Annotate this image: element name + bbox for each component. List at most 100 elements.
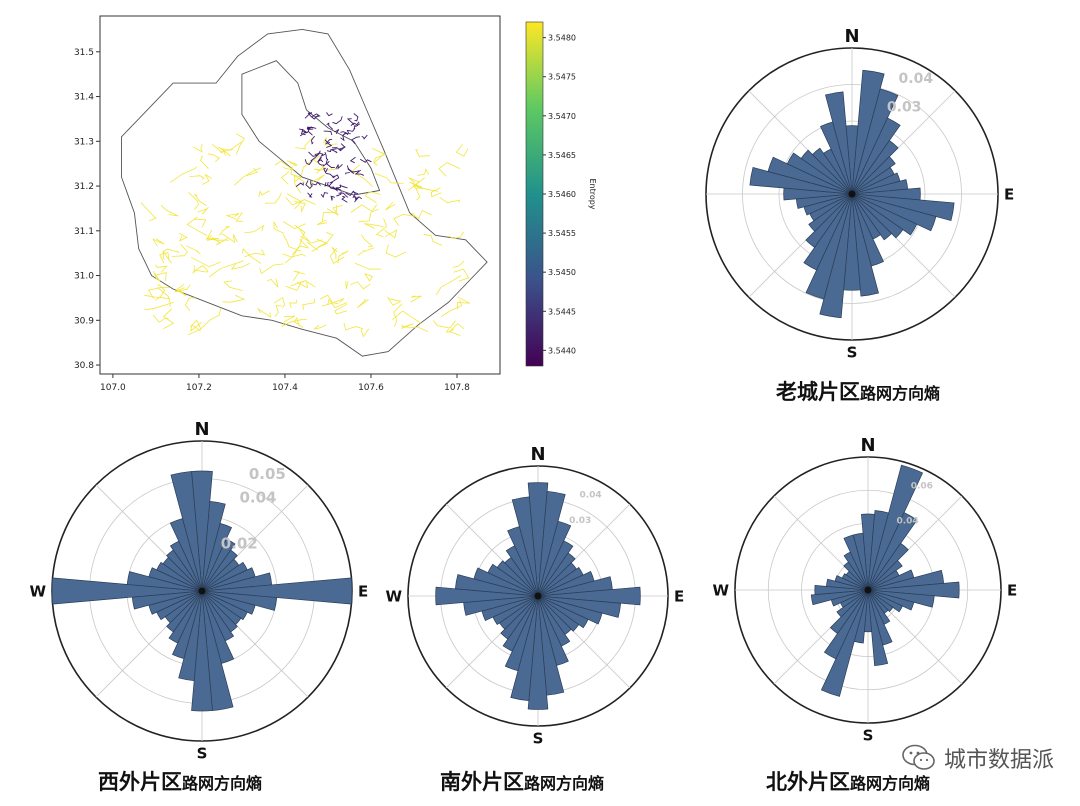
road-segment-core	[338, 192, 349, 198]
rose-bar	[537, 595, 580, 632]
rose-bar	[511, 496, 539, 597]
road-segment	[357, 299, 369, 309]
road-segment	[171, 243, 188, 257]
direction-label-w: W	[385, 587, 402, 605]
road-segment	[170, 166, 198, 183]
rose-bar	[851, 117, 901, 195]
rose-bar	[201, 577, 353, 605]
x-tick-label: 107.0	[100, 383, 126, 392]
rose-ring-label: 0.04	[239, 488, 276, 506]
road-segment	[334, 303, 348, 315]
road-segment	[343, 322, 364, 331]
road-segment	[299, 228, 311, 243]
road-segment	[189, 175, 205, 180]
rose-bar	[808, 193, 853, 232]
road-segment	[244, 224, 265, 234]
road-segment-core	[324, 139, 333, 148]
entropy-map-panel: 107.0 107.2 107.4 107.6 107.8 31.5 31.4 31.3 31.…	[66, 10, 606, 392]
road-segment	[282, 221, 306, 229]
road-segment-core	[299, 131, 308, 137]
road-segment	[439, 197, 461, 204]
road-segment	[160, 204, 179, 217]
road-segment	[448, 231, 464, 239]
road-segment	[373, 153, 387, 166]
rose-bar	[767, 156, 853, 195]
road-segment	[350, 204, 379, 213]
colorbar-tick-label: 3.5445	[548, 307, 576, 316]
road-segment	[267, 278, 279, 288]
rose-bar	[527, 482, 549, 597]
y-tick-label: 30.8	[74, 361, 94, 371]
road-segment-core	[349, 156, 356, 164]
direction-label-w: W	[712, 581, 729, 599]
rose-bar	[191, 590, 213, 712]
road-segment	[192, 264, 209, 274]
rose-south: 0.03 0.04 N S E W	[385, 444, 684, 747]
road-segment-core	[326, 122, 334, 130]
rose-bar	[805, 193, 853, 300]
road-segment	[190, 321, 202, 332]
road-segment-core	[310, 180, 314, 187]
rose-bar	[852, 532, 869, 591]
road-segment	[281, 315, 296, 328]
road-segment	[235, 133, 245, 155]
direction-label-e: E	[358, 582, 368, 600]
rose-bar	[527, 595, 549, 710]
road-segment-core	[304, 112, 313, 119]
road-segment	[242, 248, 262, 264]
road-segment	[155, 271, 167, 282]
road-segment	[321, 298, 345, 307]
road-segment	[222, 141, 243, 156]
road-segment-core	[361, 134, 368, 140]
road-segment	[311, 238, 329, 252]
rose-bar	[487, 563, 539, 597]
rose-bar	[811, 147, 853, 195]
direction-label-n: N	[860, 435, 875, 456]
rose-center	[848, 190, 856, 198]
rose-center	[534, 592, 542, 600]
road-segment-core	[308, 150, 321, 157]
road-segment-core	[311, 135, 315, 145]
road-segment	[331, 246, 338, 260]
road-segment-core	[320, 152, 326, 158]
direction-label-e: E	[1004, 185, 1014, 203]
rose-bar	[851, 140, 899, 195]
rose-ring-label: 0.05	[249, 465, 286, 483]
road-segment-core	[345, 172, 350, 175]
rose-bar	[435, 586, 539, 606]
rose-center	[198, 587, 206, 595]
road-segment-core	[335, 163, 343, 170]
road-segment-core	[341, 195, 348, 203]
road-segment	[375, 218, 388, 238]
road-segment	[144, 294, 171, 300]
road-segment-core	[353, 123, 361, 130]
road-segment	[159, 251, 170, 264]
direction-label-n: N	[844, 26, 859, 47]
rose-ring-label: 0.04	[896, 517, 918, 527]
caption-north-main: 北外片区	[766, 770, 850, 794]
road-segment	[282, 319, 307, 327]
road-segment-core	[324, 181, 329, 187]
road-segment	[384, 229, 398, 239]
rose-bar	[51, 577, 203, 605]
direction-label-s: S	[847, 343, 858, 361]
road-segment	[412, 185, 421, 201]
road-segment	[274, 305, 283, 317]
road-segment	[163, 308, 175, 329]
road-segment	[223, 280, 243, 291]
road-segment	[273, 296, 285, 308]
road-segment-core	[352, 190, 356, 198]
watermark: 城市数据派	[902, 742, 1054, 774]
rose-bar	[786, 152, 853, 195]
colorbar-tick-label: 3.5460	[548, 190, 576, 199]
road-segment	[438, 162, 461, 177]
rose-bar	[867, 589, 889, 667]
caption-old-town-sub: 路网方向熵	[860, 384, 941, 403]
road-segment-core	[353, 113, 359, 122]
road-segment-core	[306, 126, 317, 132]
road-segment	[259, 263, 284, 275]
road-segment	[235, 212, 244, 222]
colorbar-tick-label: 3.5470	[548, 112, 576, 121]
rose-bar	[851, 193, 918, 236]
